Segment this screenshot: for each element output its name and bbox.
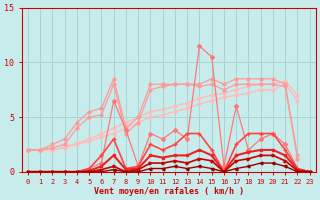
X-axis label: Vent moyen/en rafales ( km/h ): Vent moyen/en rafales ( km/h ) — [94, 187, 244, 196]
